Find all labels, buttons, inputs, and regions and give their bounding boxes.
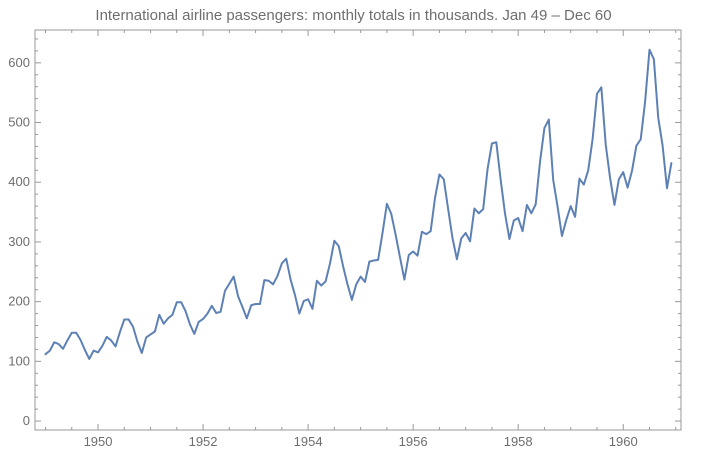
- x-axis: 1950 1952 1954 1956 1958 1960: [45, 30, 677, 449]
- x-tick-label: 1954: [294, 434, 323, 449]
- y-tick-label: 200: [8, 294, 30, 309]
- x-tick-label: 1952: [189, 434, 218, 449]
- y-tick-label: 600: [8, 55, 30, 70]
- y-tick-label: 300: [8, 234, 30, 249]
- y-tick-label: 100: [8, 353, 30, 368]
- y-axis: 0 100 200 300 400 500 600: [8, 38, 681, 428]
- y-tick-label: 500: [8, 115, 30, 130]
- y-tick-label: 400: [8, 174, 30, 189]
- plot-border: [34, 29, 682, 431]
- x-tick-label: 1956: [399, 434, 428, 449]
- x-tick-label: 1950: [84, 434, 113, 449]
- chart-title: International airline passengers: monthl…: [95, 7, 612, 24]
- y-tick-label: 0: [23, 413, 30, 428]
- x-tick-label: 1958: [504, 434, 533, 449]
- series-line: [44, 48, 673, 360]
- plot-frame: [34, 29, 682, 431]
- x-tick-label: 1960: [609, 434, 638, 449]
